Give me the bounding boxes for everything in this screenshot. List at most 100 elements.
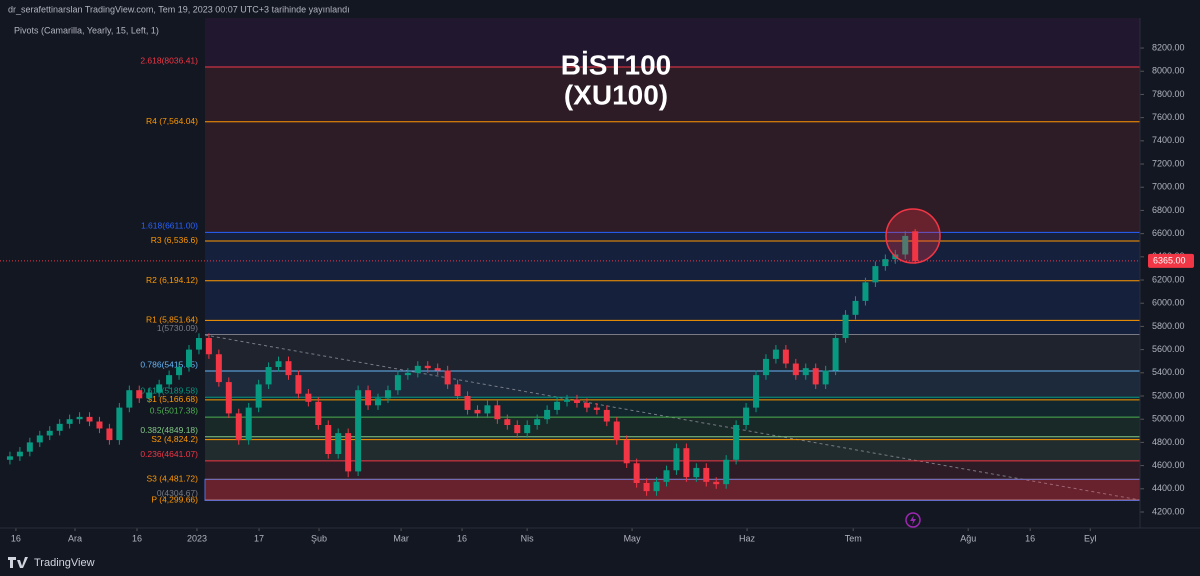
candle-body	[56, 423, 63, 431]
candle-body	[46, 430, 53, 436]
candle-body	[235, 413, 242, 441]
y-tick-label: 7400.00	[1152, 135, 1185, 145]
candle-body	[86, 416, 93, 422]
candle-body	[404, 372, 411, 376]
candle-body	[653, 481, 660, 492]
y-tick-label: 6600.00	[1152, 228, 1185, 238]
pivot-label: R4 (7,564.04)	[146, 116, 198, 126]
fib-label: 0.786(5415.05)	[140, 359, 198, 369]
candle-body	[255, 384, 262, 408]
fib-zone	[205, 232, 1140, 335]
candle-body	[375, 398, 382, 406]
candle-body	[772, 349, 779, 359]
candle-body	[713, 481, 720, 485]
candle-body	[673, 448, 680, 471]
candle-body	[643, 482, 650, 492]
candle-body	[36, 435, 43, 443]
x-tick-label: Şub	[311, 533, 327, 543]
candle-body	[723, 459, 730, 485]
y-tick-label: 8200.00	[1152, 42, 1185, 52]
candle-body	[464, 396, 471, 410]
fib-label: 0.618(5189.58)	[140, 385, 198, 395]
pivot-box	[204, 478, 1141, 501]
candle-body	[882, 259, 889, 267]
candle-body	[703, 467, 710, 482]
candle-body	[414, 365, 421, 373]
y-tick-label: 6800.00	[1152, 205, 1185, 215]
fib-label: 0.5(5017.38)	[150, 405, 198, 415]
y-tick-label: 5600.00	[1152, 344, 1185, 354]
candle-body	[285, 361, 292, 376]
chart-title: BİST100	[561, 49, 672, 80]
candle-body	[156, 384, 163, 393]
x-tick-label: 16	[1025, 533, 1035, 543]
x-tick-label: Nis	[521, 533, 534, 543]
candle-body	[305, 393, 312, 402]
candle-body	[593, 407, 600, 410]
candle-body	[812, 368, 819, 385]
fib-zone	[205, 334, 1140, 372]
footer-bar	[0, 550, 1200, 576]
candle-body	[225, 382, 232, 414]
candle-body	[504, 419, 511, 426]
fib-zone	[205, 18, 1140, 68]
candle-body	[822, 370, 829, 385]
candle-body	[176, 367, 183, 376]
header: dr_serafettinarslan TradingView.com, Tem…	[8, 4, 350, 14]
candle-body	[633, 463, 640, 483]
candle-body	[126, 390, 133, 408]
candle-body	[534, 419, 541, 426]
candle-body	[315, 401, 322, 426]
candle-body	[494, 405, 501, 420]
x-tick-label: Haz	[739, 533, 756, 543]
indicator-label: Pivots (Camarilla, Yearly, 15, Left, 1)	[14, 25, 159, 35]
candle-body	[852, 300, 859, 315]
x-tick-label: Tem	[845, 533, 862, 543]
candle-body	[514, 425, 521, 434]
candle-body	[872, 266, 879, 283]
candle-body	[603, 409, 610, 422]
y-tick-label: 7600.00	[1152, 112, 1185, 122]
y-tick-label: 5000.00	[1152, 414, 1185, 424]
fib-label: 0(4304.67)	[157, 488, 198, 498]
candle-body	[365, 390, 372, 406]
footer-text: TradingView	[34, 557, 95, 569]
y-tick-label: 4800.00	[1152, 437, 1185, 447]
candle-body	[802, 368, 809, 376]
candle-body	[902, 235, 909, 255]
candle-body	[335, 433, 342, 454]
candle-body	[166, 375, 173, 385]
candle-body	[245, 407, 252, 441]
y-tick-label: 6200.00	[1152, 274, 1185, 284]
candle-body	[325, 425, 332, 454]
pivot-label: S3 (4,481.72)	[146, 474, 198, 484]
candle-body	[106, 428, 113, 441]
candle-body	[265, 367, 272, 385]
candle-body	[116, 407, 123, 441]
candle-body	[583, 402, 590, 408]
candle-body	[96, 421, 103, 429]
pivot-label: S2 (4,824.2)	[151, 434, 198, 444]
candle-body	[782, 349, 789, 364]
fib-zone	[205, 67, 1140, 233]
candle-body	[792, 363, 799, 376]
highlight-circle	[885, 208, 941, 264]
fib-zone	[205, 397, 1140, 418]
last-price-tag	[1148, 253, 1194, 268]
candle-body	[215, 354, 222, 383]
candle-body	[484, 405, 491, 414]
event-icon[interactable]	[905, 512, 921, 528]
fib-label: 0.382(4849.18)	[140, 425, 198, 435]
candle-body	[573, 399, 580, 403]
candle-body	[355, 390, 362, 472]
candle-body	[295, 375, 302, 394]
y-tick-label: 4200.00	[1152, 506, 1185, 516]
x-tick-label: Eyl	[1084, 533, 1097, 543]
fib-label: 1.618(6611.00)	[141, 221, 198, 231]
candle-body	[912, 231, 919, 261]
last-price-label: 6365.00	[1153, 255, 1186, 265]
candle-body	[16, 451, 23, 457]
candle-body	[613, 421, 620, 441]
